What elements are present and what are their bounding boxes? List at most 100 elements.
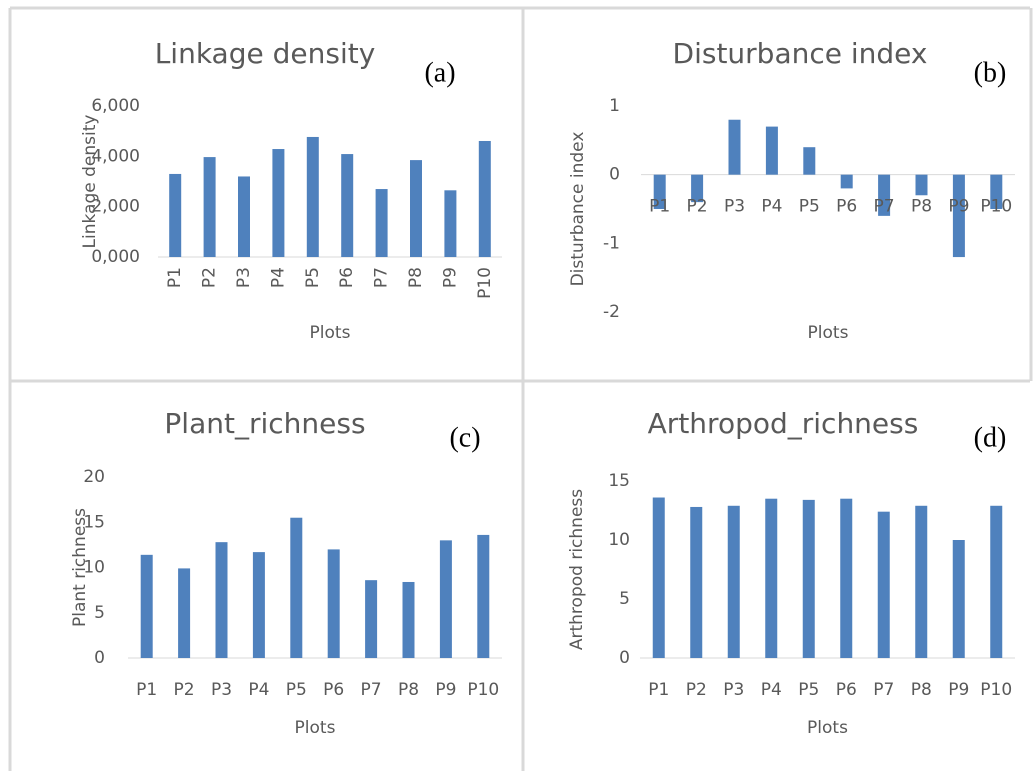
bar xyxy=(878,174,891,216)
x-axis-label: Plots xyxy=(295,718,336,738)
bar xyxy=(652,497,665,658)
y-tick-label: 20 xyxy=(83,467,105,487)
bar xyxy=(727,505,740,658)
x-tick-label: P9 xyxy=(948,197,969,217)
y-axis-label: Arthropod richness xyxy=(567,489,587,650)
bar xyxy=(728,119,741,175)
x-tick-label: P4 xyxy=(761,680,782,700)
y-tick-label: 5 xyxy=(94,603,105,623)
x-tick-label: P5 xyxy=(798,680,819,700)
y-axis-label: Plant richness xyxy=(70,508,90,627)
bar xyxy=(840,498,853,658)
bar xyxy=(915,174,928,196)
panel-annotation: (d) xyxy=(974,422,1007,453)
x-tick-label: P7 xyxy=(873,680,894,700)
y-tick-label: 0 xyxy=(619,648,630,668)
bar xyxy=(252,552,265,658)
x-tick-label: P1 xyxy=(165,267,185,288)
x-tick-label: P9 xyxy=(435,680,456,700)
x-tick-label: P10 xyxy=(467,680,499,700)
x-axis-label: Plots xyxy=(807,718,848,738)
bar xyxy=(803,147,816,175)
x-tick-label: P3 xyxy=(211,680,232,700)
bar xyxy=(169,173,182,257)
panel-annotation: (c) xyxy=(449,422,480,453)
x-tick-label: P2 xyxy=(686,680,707,700)
bar xyxy=(765,498,778,658)
x-tick-label: P6 xyxy=(323,680,344,700)
x-tick-label: P2 xyxy=(687,197,708,217)
x-tick-label: P9 xyxy=(440,267,460,288)
bar xyxy=(444,190,457,257)
x-tick-label: P2 xyxy=(200,267,220,288)
bar xyxy=(952,540,965,658)
x-tick-label: P8 xyxy=(398,680,419,700)
bar xyxy=(691,174,704,203)
y-tick-label: 2,000 xyxy=(91,197,140,217)
y-tick-label: 0,000 xyxy=(91,247,140,267)
bar xyxy=(327,549,340,658)
x-tick-label: P5 xyxy=(286,680,307,700)
x-tick-label: P8 xyxy=(406,267,426,288)
bar xyxy=(402,581,415,658)
y-tick-label: 6,000 xyxy=(91,96,140,116)
bar xyxy=(140,554,153,658)
bar xyxy=(990,505,1003,658)
bar xyxy=(690,506,703,658)
bar xyxy=(375,189,388,257)
x-tick-label: P10 xyxy=(980,680,1012,700)
bar xyxy=(840,174,853,189)
bar xyxy=(877,511,890,658)
bar xyxy=(410,160,422,257)
y-tick-label: 5 xyxy=(619,589,630,609)
bar xyxy=(215,542,228,658)
bar xyxy=(365,580,378,658)
bar xyxy=(238,176,250,257)
x-axis-label: Plots xyxy=(310,323,351,343)
x-tick-label: P5 xyxy=(799,197,820,217)
x-tick-label: P9 xyxy=(948,680,969,700)
x-tick-label: P4 xyxy=(268,267,288,288)
x-tick-label: P8 xyxy=(911,197,932,217)
y-tick-label: -1 xyxy=(603,233,620,253)
chart-title: Plant_richness xyxy=(164,407,365,440)
x-tick-label: P7 xyxy=(372,267,392,288)
x-tick-label: P1 xyxy=(649,197,670,217)
chart-title: Disturbance index xyxy=(673,37,928,70)
bar xyxy=(272,149,285,257)
bar xyxy=(802,499,815,658)
y-tick-label: 15 xyxy=(83,512,105,532)
bar xyxy=(478,140,491,257)
bar xyxy=(290,517,303,658)
x-tick-label: P4 xyxy=(248,680,269,700)
x-tick-label: P4 xyxy=(761,197,782,217)
x-tick-label: P3 xyxy=(723,680,744,700)
x-tick-label: P6 xyxy=(337,267,357,288)
bar xyxy=(990,174,1003,209)
x-tick-label: P6 xyxy=(836,197,857,217)
bar xyxy=(915,505,928,658)
x-tick-label: P3 xyxy=(234,267,254,288)
y-tick-label: 10 xyxy=(608,530,630,550)
bar xyxy=(439,540,452,658)
panel-annotation: (a) xyxy=(424,57,455,88)
y-axis-label: Linkage density xyxy=(80,115,100,249)
x-tick-label: P6 xyxy=(836,680,857,700)
chart-title: Arthropod_richness xyxy=(648,407,919,440)
y-tick-label: 15 xyxy=(608,471,630,491)
x-tick-label: P1 xyxy=(648,680,669,700)
y-tick-label: -2 xyxy=(603,302,620,322)
x-tick-label: P1 xyxy=(136,680,157,700)
x-tick-label: P3 xyxy=(724,197,745,217)
bar xyxy=(653,174,666,209)
y-tick-label: 4,000 xyxy=(91,146,140,166)
x-tick-label: P10 xyxy=(475,267,495,299)
x-axis-label: Plots xyxy=(808,323,849,343)
x-tick-label: P8 xyxy=(911,680,932,700)
x-tick-label: P7 xyxy=(361,680,382,700)
x-tick-label: P10 xyxy=(980,197,1012,217)
y-tick-label: 10 xyxy=(83,558,105,578)
y-tick-label: 0 xyxy=(94,648,105,668)
x-tick-label: P2 xyxy=(174,680,195,700)
